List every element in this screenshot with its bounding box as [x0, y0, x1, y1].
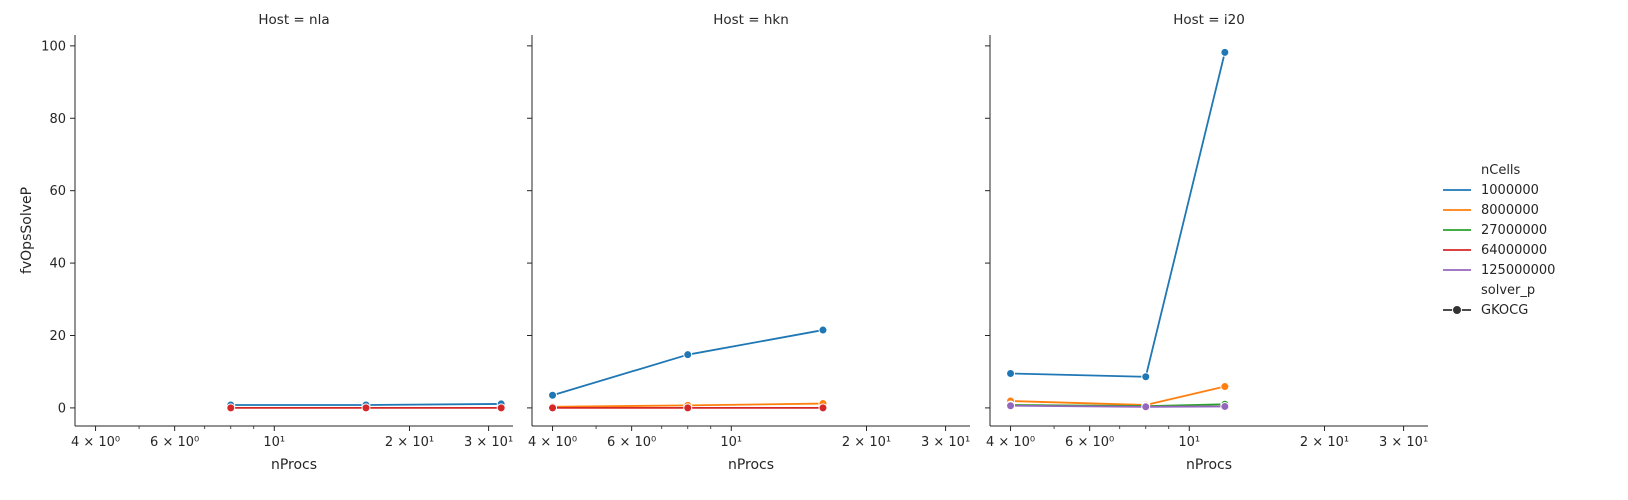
series-64000000: [548, 403, 828, 413]
legend: nCells 1000000 8000000 27000000 64000000 1250…: [1443, 163, 1555, 318]
y-axis-label: fvOpsSolveP: [19, 187, 35, 274]
y-tick-label: 40: [49, 257, 66, 272]
series-1000000: [1006, 47, 1230, 382]
legend-label: 27000000: [1481, 223, 1547, 238]
x-tick-label: 6 × 10⁰: [150, 435, 199, 450]
x-tick-label: 3 × 10¹: [1379, 435, 1428, 450]
x-tick-label: 6 × 10⁰: [1065, 435, 1114, 450]
data-point: [548, 403, 558, 413]
legend-title-solver: solver_p: [1481, 283, 1535, 298]
x-tick-label: 2 × 10¹: [842, 435, 891, 450]
x-tick-label: 10¹: [1178, 435, 1200, 450]
legend-title-ncells: nCells: [1481, 163, 1521, 178]
data-point: [226, 403, 236, 413]
series-line: [1010, 385, 1226, 406]
legend-marker: [1452, 305, 1462, 315]
data-point: [683, 403, 693, 413]
y-tick-label: 80: [49, 112, 66, 127]
data-point: [1006, 369, 1016, 379]
data-point: [496, 403, 506, 413]
data-point: [683, 350, 693, 360]
series-64000000: [226, 403, 506, 413]
x-tick-label: 2 × 10¹: [1300, 435, 1349, 450]
data-point: [818, 403, 828, 413]
y-tick-label: 100: [41, 39, 66, 54]
data-point: [1220, 47, 1230, 57]
panel-0: Host = nla 0 20 40 60 80 100 4 × 10⁰ 6 × 10⁰ 10¹ 2…: [41, 12, 513, 473]
panel-1: Host = hkn 4 × 10⁰ 6 × 10⁰ 10¹ 2 × 10¹ 3 × 10…: [527, 12, 970, 473]
series-125000000: [1006, 401, 1230, 412]
x-tick-label: 3 × 10¹: [921, 435, 970, 450]
x-tick-label: 4 × 10⁰: [71, 435, 120, 450]
series-1000000: [548, 325, 828, 400]
data-point: [361, 403, 371, 413]
series-line: [1010, 404, 1225, 408]
panel-title: Host = hkn: [713, 12, 789, 28]
x-tick-label: 6 × 10⁰: [607, 435, 656, 450]
data-point: [1141, 402, 1151, 412]
x-tick-label: 2 × 10¹: [385, 435, 434, 450]
y-tick-label: 0: [58, 401, 66, 416]
x-tick-label: 4 × 10⁰: [528, 435, 577, 450]
panel-2: Host = i20 4 × 10⁰ 6 × 10⁰ 10¹ 2 × 10¹ 3 × 10…: [985, 12, 1428, 473]
panel-title: Host = nla: [258, 12, 329, 28]
legend-label: 64000000: [1481, 243, 1547, 258]
data-point: [818, 325, 828, 335]
y-tick-label: 60: [49, 184, 66, 199]
data-point: [1006, 401, 1016, 411]
data-point: [548, 390, 558, 400]
x-tick-label: 10¹: [263, 435, 285, 450]
legend-label: GKOCG: [1481, 303, 1528, 318]
x-axis-label: nProcs: [1186, 457, 1232, 473]
data-point: [1141, 372, 1151, 382]
data-point: [1220, 401, 1230, 411]
chart-panels: Host = nla 0 20 40 60 80 100 4 × 10⁰ 6 × 10⁰ 10¹ 2…: [19, 12, 1428, 473]
y-tick-label: 20: [49, 329, 66, 344]
panel-title: Host = i20: [1173, 12, 1245, 28]
legend-label: 125000000: [1481, 263, 1555, 278]
x-axis-label: nProcs: [728, 457, 774, 473]
legend-label: 1000000: [1481, 183, 1539, 198]
legend-label: 8000000: [1481, 203, 1539, 218]
series-line: [1010, 52, 1226, 378]
x-tick-label: 10¹: [720, 435, 742, 450]
x-tick-label: 3 × 10¹: [464, 435, 513, 450]
data-point: [1220, 382, 1230, 392]
x-tick-label: 4 × 10⁰: [986, 435, 1035, 450]
x-axis-label: nProcs: [271, 457, 317, 473]
series-line: [552, 329, 824, 397]
